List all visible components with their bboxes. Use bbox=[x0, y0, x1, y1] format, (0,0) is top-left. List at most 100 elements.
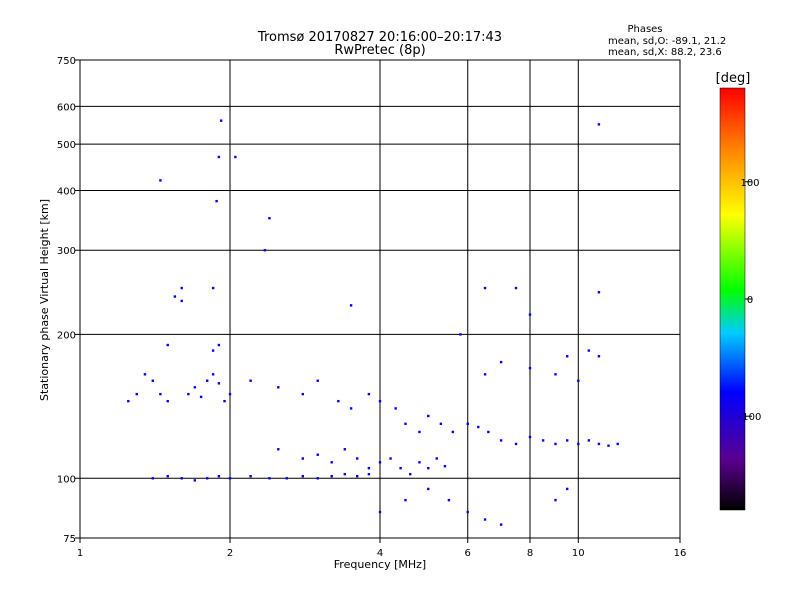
data-point bbox=[151, 477, 155, 480]
y-tick-label: 600 bbox=[57, 102, 76, 113]
data-point bbox=[597, 291, 601, 294]
data-point bbox=[447, 498, 451, 502]
colorbar-ticks: -100 0 100 bbox=[739, 178, 762, 423]
data-point bbox=[499, 523, 503, 526]
data-point bbox=[211, 286, 215, 290]
data-point bbox=[483, 286, 487, 290]
data-point bbox=[211, 349, 215, 352]
data-point bbox=[355, 457, 359, 460]
data-point bbox=[127, 399, 130, 403]
data-point bbox=[514, 286, 518, 290]
data-point bbox=[528, 366, 532, 370]
data-point bbox=[277, 386, 280, 389]
data-point bbox=[330, 475, 333, 478]
grid-lines bbox=[80, 60, 680, 538]
data-point bbox=[228, 392, 232, 396]
colorbar-tick-label: -100 bbox=[739, 412, 762, 423]
data-point bbox=[378, 399, 382, 403]
data-point bbox=[187, 392, 190, 396]
data-points bbox=[127, 119, 619, 526]
y-tick-label: 300 bbox=[57, 246, 76, 257]
x-tick-label: 10 bbox=[572, 548, 585, 559]
data-point bbox=[597, 123, 601, 126]
data-point bbox=[223, 399, 226, 403]
data-point bbox=[577, 379, 580, 382]
data-point bbox=[316, 453, 319, 456]
data-point bbox=[466, 510, 469, 514]
data-point bbox=[541, 439, 545, 442]
data-point bbox=[528, 435, 532, 439]
x-tick-label: 6 bbox=[465, 548, 471, 559]
x-tick-label: 4 bbox=[377, 548, 383, 559]
data-point bbox=[166, 343, 169, 347]
data-point bbox=[193, 479, 197, 482]
data-point bbox=[330, 461, 333, 464]
data-point bbox=[249, 379, 252, 382]
data-point bbox=[268, 217, 271, 220]
data-point bbox=[378, 461, 382, 464]
data-point bbox=[285, 477, 288, 480]
data-point bbox=[349, 407, 353, 410]
data-point bbox=[587, 439, 591, 442]
colorbar bbox=[719, 87, 746, 511]
data-point bbox=[215, 199, 218, 203]
data-point bbox=[439, 422, 443, 426]
data-point bbox=[217, 343, 221, 347]
data-point bbox=[427, 414, 430, 418]
data-point bbox=[367, 472, 371, 476]
data-point bbox=[268, 477, 271, 480]
data-point bbox=[404, 498, 407, 502]
x-tick-label: 1 bbox=[77, 548, 83, 559]
data-point bbox=[166, 475, 169, 478]
x-tick-label: 2 bbox=[227, 548, 233, 559]
data-point bbox=[607, 444, 610, 447]
data-point bbox=[343, 472, 347, 476]
data-point bbox=[418, 430, 421, 434]
y-axis-ticks: 75 100 200 300 400 500 600 750 bbox=[57, 56, 80, 545]
data-point bbox=[466, 422, 469, 426]
data-point bbox=[367, 466, 371, 470]
data-point bbox=[404, 422, 407, 426]
data-point bbox=[234, 155, 237, 159]
y-tick-label: 75 bbox=[63, 534, 76, 545]
data-point bbox=[135, 392, 138, 396]
data-point bbox=[587, 349, 591, 352]
chart-subtitle: RwPretec (8p) bbox=[334, 43, 425, 58]
y-tick-label: 100 bbox=[57, 474, 76, 485]
data-point bbox=[173, 295, 177, 298]
y-tick-label: 200 bbox=[57, 330, 76, 341]
data-point bbox=[205, 477, 209, 480]
data-point bbox=[219, 119, 223, 122]
data-point bbox=[427, 487, 430, 491]
x-tick-label: 16 bbox=[674, 548, 687, 559]
phase-info-o: mean, sd,O: -89.1, 21.2 bbox=[608, 36, 726, 47]
data-point bbox=[211, 373, 215, 376]
y-tick-label: 750 bbox=[57, 56, 76, 67]
y-axis-label: Stationary phase Virtual Height [km] bbox=[38, 199, 51, 401]
data-point bbox=[418, 461, 421, 464]
data-point bbox=[435, 457, 438, 460]
data-point bbox=[180, 286, 183, 290]
chart-title: Tromsø 20170827 20:16:00–20:17:43 bbox=[257, 30, 502, 45]
data-point bbox=[483, 373, 487, 376]
data-point bbox=[409, 472, 412, 476]
data-point bbox=[378, 510, 382, 514]
data-point bbox=[427, 466, 430, 470]
data-point bbox=[249, 475, 252, 478]
data-point bbox=[394, 407, 397, 410]
colorbar-tick-label: 0 bbox=[747, 295, 753, 306]
data-point bbox=[355, 475, 359, 478]
data-point bbox=[180, 299, 183, 303]
data-point bbox=[263, 249, 267, 252]
data-point bbox=[337, 399, 340, 403]
colorbar-tick-label: 100 bbox=[740, 178, 759, 189]
data-point bbox=[459, 333, 462, 336]
data-point bbox=[528, 313, 532, 316]
phase-info-x: mean, sd,X: 88.2, 23.6 bbox=[608, 47, 722, 58]
data-point bbox=[514, 442, 518, 446]
data-point bbox=[554, 373, 557, 376]
data-point bbox=[143, 373, 147, 376]
y-tick-label: 500 bbox=[57, 140, 76, 151]
data-point bbox=[597, 355, 601, 358]
x-axis-label: Frequency [MHz] bbox=[334, 558, 426, 571]
